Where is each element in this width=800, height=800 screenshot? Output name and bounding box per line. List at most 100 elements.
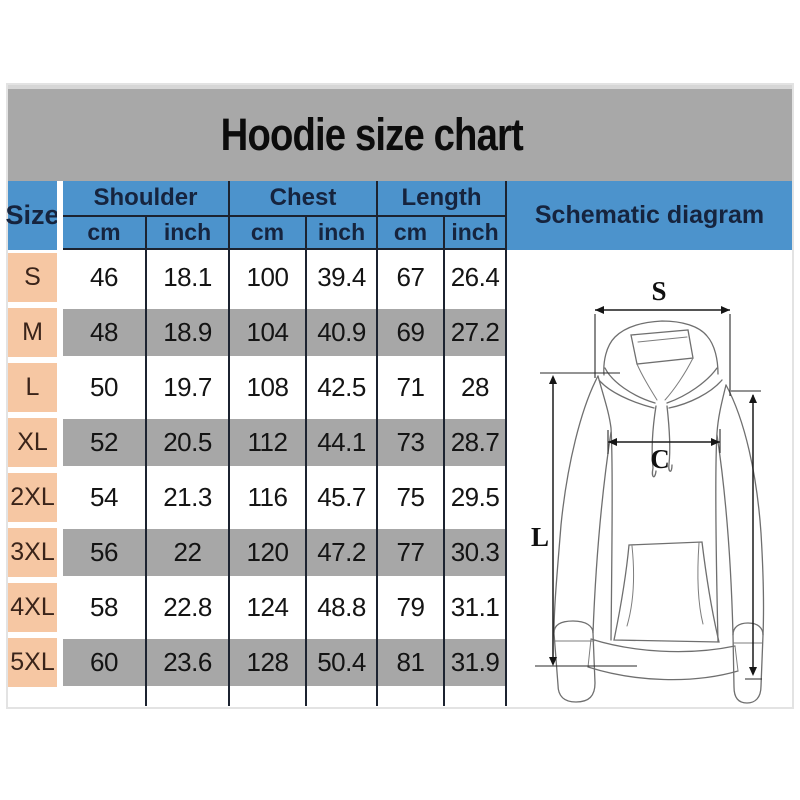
- size-table: Size Shoulder Chest Length cm inch cm in…: [5, 181, 507, 706]
- table-cell: 30.3: [443, 525, 507, 580]
- dimension-chest: C: [607, 429, 721, 474]
- table-cell: 48.8: [305, 580, 376, 635]
- table-cell: 22.8: [145, 580, 228, 635]
- table-cell: 54: [90, 482, 118, 512]
- cuff-right: [732, 622, 764, 704]
- table-cell: 20.5: [145, 415, 228, 470]
- size-chart-panel: Hoodie size chart Size Shoulder Chest Le…: [5, 83, 794, 709]
- size-label: M: [8, 305, 57, 360]
- table-cell: 81: [376, 635, 443, 690]
- table-cell: 120: [228, 525, 305, 580]
- table-cell: 100: [228, 250, 305, 305]
- title-bar: Hoodie size chart: [8, 85, 792, 181]
- dimension-length: L: [531, 372, 637, 667]
- size-label: 4XL: [8, 580, 57, 635]
- row-gap: [57, 525, 63, 580]
- table-cell: 39.4: [305, 250, 376, 305]
- collar-fold-left: [604, 367, 656, 404]
- table-cell: 50.4: [305, 635, 376, 690]
- table-cell: 71: [376, 360, 443, 415]
- table-cell: 18.1: [145, 250, 228, 305]
- table-cell: 67: [376, 250, 443, 305]
- size-label: 2XL: [8, 470, 57, 525]
- table-footer-cell: [376, 690, 443, 706]
- unit-header: inch: [443, 217, 507, 250]
- table-footer-cell: [63, 690, 145, 706]
- length-dim-label: L: [531, 522, 549, 552]
- row-gap: [57, 360, 63, 415]
- size-label: L: [8, 360, 57, 415]
- hood-opening: [630, 329, 694, 365]
- table-cell: 26.4: [443, 250, 507, 305]
- schematic-panel: Schematic diagram: [507, 181, 792, 705]
- size-column-header: Size: [5, 181, 60, 250]
- chest-dim-label: C: [650, 444, 670, 474]
- table-footer-cell: [305, 690, 376, 706]
- table-cell: 18.9: [145, 305, 228, 360]
- unit-header: cm: [63, 217, 145, 250]
- unit-header: cm: [228, 217, 305, 250]
- size-label: XL: [8, 415, 57, 470]
- row-gap: [57, 415, 63, 470]
- schematic-body: S C L: [507, 250, 792, 705]
- hood-inner-seam: [637, 336, 688, 343]
- table-cell: 47.2: [305, 525, 376, 580]
- table-cell: 28: [443, 360, 507, 415]
- row-gap: [57, 635, 63, 690]
- pocket-outline: [613, 541, 720, 643]
- table-cell: 77: [376, 525, 443, 580]
- table-footer-cell: [57, 690, 63, 706]
- table-cell: 56: [63, 525, 145, 580]
- table-cell: 23.6: [145, 635, 228, 690]
- table-cell: 75: [376, 470, 443, 525]
- dimension-shoulder: S: [594, 276, 731, 396]
- row-gap: [57, 250, 63, 305]
- table-cell: 69: [376, 305, 443, 360]
- table-footer-cell: [145, 690, 228, 706]
- body-side-left: [597, 375, 613, 641]
- table-cell: 104: [228, 305, 305, 360]
- row-gap: [57, 470, 63, 525]
- hem-top: [590, 638, 736, 653]
- table-cell: 44.1: [305, 415, 376, 470]
- shoulder-dim-label: S: [651, 276, 666, 306]
- table-cell: 40.9: [305, 305, 376, 360]
- table-cell: 116: [228, 470, 305, 525]
- table-footer-cell: [8, 690, 57, 706]
- size-label: 5XL: [8, 635, 57, 690]
- neck-fold-right: [664, 357, 694, 401]
- table-cell: 52: [63, 415, 145, 470]
- row-gap: [57, 305, 63, 360]
- table-cell: 108: [228, 360, 305, 415]
- hood-outline: [603, 320, 719, 376]
- hem-ends: [587, 638, 739, 672]
- column-gap: [57, 181, 63, 250]
- hem-bottom: [587, 666, 739, 681]
- pocket-opening-right: [697, 542, 704, 625]
- table-cell: 124: [228, 580, 305, 635]
- hoodie-drawing: [553, 320, 765, 704]
- table-cell: 21.3: [145, 470, 228, 525]
- unit-header: inch: [305, 217, 376, 250]
- dimension-right-side: [731, 390, 762, 680]
- drawstring-left: [651, 405, 657, 478]
- group-header-length: Length: [376, 181, 507, 217]
- unit-header: inch: [145, 217, 228, 250]
- table-cell: 28.7: [443, 415, 507, 470]
- cuff-left: [553, 620, 596, 703]
- group-header-shoulder: Shoulder: [63, 181, 228, 217]
- collar-fold-right: [666, 367, 718, 404]
- table-cell: 45.7: [305, 470, 376, 525]
- table-cell: 46: [90, 262, 118, 292]
- pocket-opening-left: [626, 545, 635, 627]
- collar-drape-right: [668, 379, 723, 409]
- table-cell: 42.5: [305, 360, 376, 415]
- sleeve-left-outer: [553, 375, 599, 634]
- schematic-header: Schematic diagram: [507, 181, 792, 250]
- size-label: S: [8, 250, 57, 305]
- page-title: Hoodie size chart: [220, 109, 524, 160]
- drawstring-right: [666, 405, 673, 472]
- sleeve-left-inner: [592, 431, 612, 634]
- table-cell: 128: [228, 635, 305, 690]
- row-gap: [57, 580, 63, 635]
